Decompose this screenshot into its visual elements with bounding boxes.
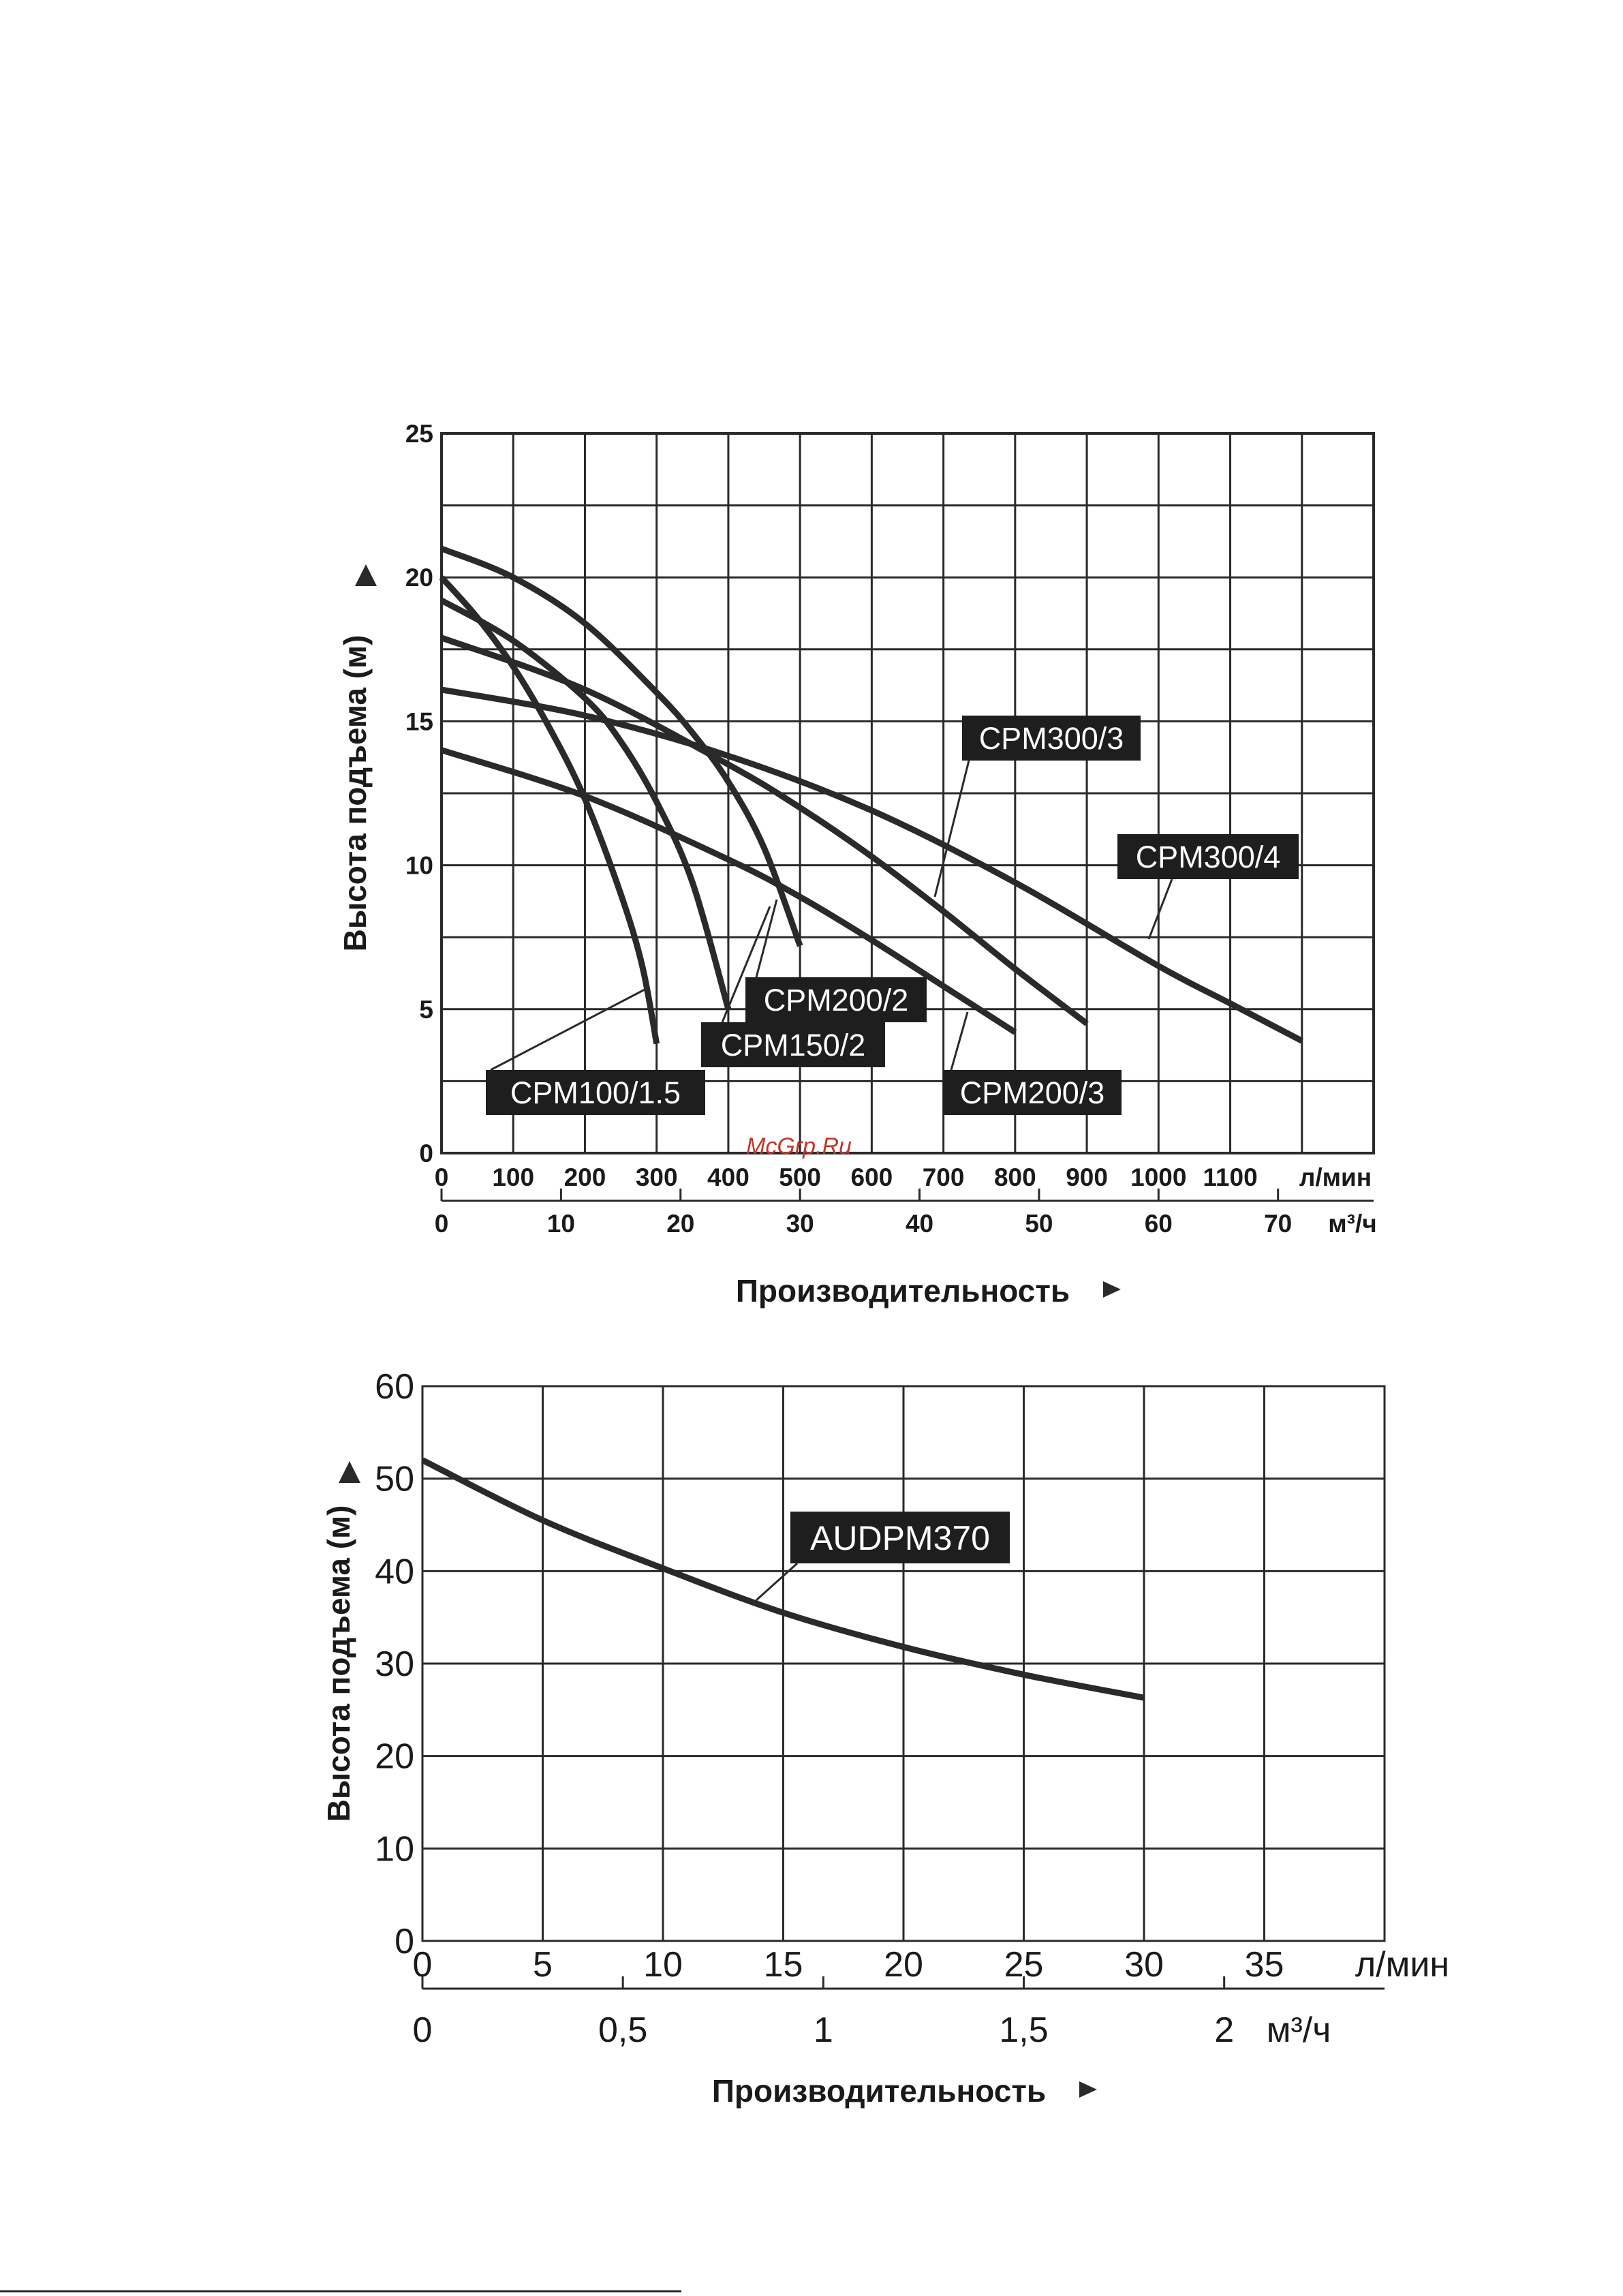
watermark: McGrp.Ru [746, 1133, 852, 1159]
x-tick-label: 1100 [1203, 1163, 1257, 1191]
x-axis-arrow-icon [1103, 1281, 1121, 1298]
y-tick-label: 0 [395, 1922, 414, 1961]
secondary-x-tick-label: 10 [547, 1210, 575, 1238]
series-tag-label: CPM300/3 [979, 721, 1124, 756]
series-line-cpm300-4 [441, 686, 1303, 1044]
y-tick-label: 10 [375, 1829, 414, 1869]
secondary-x-tick-label: 60 [1145, 1210, 1173, 1238]
secondary-x-axis-unit: м³/ч [1267, 2010, 1331, 2050]
x-tick-label: 500 [779, 1163, 821, 1191]
series-tag-leader-line [755, 1562, 799, 1602]
series-tag-leader-line [755, 899, 778, 978]
x-axis-title: Производительность [736, 1273, 1070, 1308]
x-axis-unit: л/мин [1355, 1945, 1449, 1985]
x-tick-label: 600 [851, 1163, 893, 1191]
secondary-x-tick-label: 0 [435, 1210, 449, 1238]
y-tick-label: 10 [405, 852, 433, 880]
x-tick-label: 15 [764, 1945, 803, 1985]
y-tick-label: 50 [375, 1460, 414, 1499]
x-tick-label: 200 [564, 1163, 606, 1191]
x-tick-label: 700 [923, 1163, 965, 1191]
series-tag-box [1117, 834, 1299, 879]
y-axis-title: Высота подъема (м) [337, 635, 373, 952]
secondary-x-tick-label: 20 [666, 1210, 694, 1238]
secondary-x-tick-label: 0 [413, 2010, 433, 2050]
x-tick-label: 0 [435, 1163, 449, 1191]
x-axis-title: Производительность [712, 2073, 1046, 2109]
plot-frame [440, 432, 1375, 1154]
x-tick-label: 800 [994, 1163, 1036, 1191]
series-tag-label: CPM150/2 [721, 1028, 866, 1062]
x-tick-label: 5 [533, 1945, 553, 1985]
secondary-x-tick-label: 1,5 [999, 2010, 1048, 2050]
y-tick-label: 0 [419, 1139, 433, 1167]
y-tick-label: 15 [405, 707, 433, 735]
series-tag-leader-line [933, 760, 970, 898]
x-axis-arrow-icon [1079, 2081, 1097, 2098]
y-tick-label: 20 [375, 1737, 414, 1777]
secondary-x-tick-label: 70 [1264, 1210, 1292, 1238]
y-axis-title: Высота подъема (м) [321, 1505, 356, 1822]
y-tick-label: 20 [405, 564, 433, 592]
x-tick-label: 400 [707, 1163, 749, 1191]
series-line-cpm100-1-5 [439, 575, 660, 1045]
y-axis-arrow-icon [355, 564, 377, 586]
series-tag-leader-line [1147, 878, 1173, 940]
x-tick-label: 30 [1124, 1945, 1164, 1985]
secondary-x-axis-unit: м³/ч [1328, 1210, 1376, 1238]
series-tag-leader-line [721, 906, 771, 1023]
x-tick-label: 900 [1066, 1163, 1108, 1191]
series-tag-label: AUDPM370 [810, 1519, 990, 1557]
plot-frame [421, 1385, 1386, 1942]
x-tick-label: 100 [492, 1163, 534, 1191]
series-tag-label: CPM100/1.5 [510, 1075, 681, 1110]
secondary-x-tick-label: 50 [1025, 1210, 1053, 1238]
y-tick-label: 25 [405, 420, 433, 448]
series-tag-label: CPM200/3 [960, 1075, 1105, 1110]
series-tag-leader-line [950, 1011, 969, 1071]
series-line-audpm370 [420, 1457, 1145, 1701]
series-tag-box [701, 1022, 885, 1067]
y-tick-label: 5 [419, 996, 433, 1024]
series-tag-box [745, 977, 927, 1022]
y-tick-label: 40 [375, 1552, 414, 1591]
x-tick-label: 10 [643, 1945, 683, 1985]
x-axis-unit: л/мин [1299, 1163, 1372, 1191]
series-line-cpm150-2 [439, 598, 732, 1011]
x-tick-label: 20 [884, 1945, 923, 1985]
series-tag-label: CPM200/2 [764, 983, 909, 1017]
series-tag-box [790, 1512, 1010, 1563]
series-tag-box [962, 716, 1141, 761]
series-tag-box [486, 1070, 705, 1115]
x-tick-label: 300 [636, 1163, 678, 1191]
series-tag-leader-line [490, 987, 648, 1071]
y-axis-arrow-icon [339, 1461, 360, 1483]
series-line-cpm200-2 [440, 545, 803, 947]
series-line-cpm200-3 [440, 747, 1017, 1035]
series-tag-box [943, 1070, 1122, 1115]
series-tag-label: CPM300/4 [1136, 840, 1281, 874]
y-tick-label: 60 [375, 1367, 414, 1407]
secondary-x-tick-label: 2 [1214, 2010, 1234, 2050]
x-tick-label: 1000 [1130, 1163, 1186, 1191]
secondary-x-tick-label: 1 [814, 2010, 833, 2050]
series-line-cpm300-3 [440, 634, 1089, 1026]
secondary-x-tick-label: 40 [906, 1210, 933, 1238]
x-tick-label: 35 [1245, 1945, 1284, 1985]
secondary-x-tick-label: 0,5 [598, 2010, 647, 2050]
secondary-x-tick-label: 30 [786, 1210, 814, 1238]
y-tick-label: 30 [375, 1644, 414, 1684]
